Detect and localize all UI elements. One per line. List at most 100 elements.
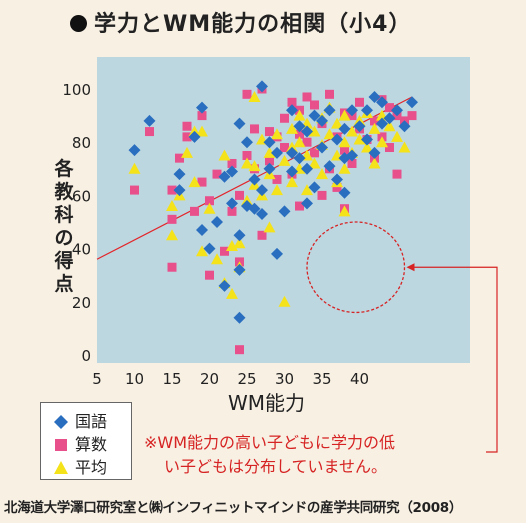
point-heikin [271,128,283,140]
point-kokugo [143,114,156,127]
legend-item-sansu: 算数 [53,431,107,455]
point-kokugo [316,114,328,127]
point-heikin [368,157,381,169]
point-heikin [338,162,351,174]
point-sansu [242,89,252,99]
point-kokugo [361,133,373,146]
point-sansu [257,230,267,240]
point-sansu [167,214,177,224]
point-heikin [196,245,208,257]
point-kokugo [406,96,418,109]
point-kokugo [301,197,313,210]
point-kokugo [271,247,283,260]
triangle-icon [54,461,68,474]
point-sansu [205,196,214,206]
point-sansu [197,177,207,187]
point-sansu [182,121,192,131]
point-heikin [376,136,388,148]
y-tick-label: 60 [72,187,91,205]
point-heikin [226,287,238,299]
point-kokugo [233,229,246,242]
x-tick-label: 40 [350,370,369,388]
point-sansu [355,97,364,107]
point-kokugo [308,109,321,122]
point-kokugo [368,146,381,159]
point-sansu [302,92,312,102]
point-kokugo [256,80,268,93]
point-heikin [203,202,216,214]
legend-item-kokugo: 国語 [53,408,107,432]
point-sansu [182,132,192,142]
point-heikin [278,295,291,307]
point-sansu [130,185,139,195]
y-tick-label: 0 [81,347,91,365]
point-kokugo [286,146,298,159]
point-sansu [347,158,357,168]
point-heikin [383,120,396,132]
point-sansu [392,169,402,179]
point-kokugo [286,165,298,178]
point-kokugo [256,208,268,221]
point-sansu [287,97,297,107]
point-heikin [361,141,373,153]
point-heikin [286,176,298,188]
x-tick-label: 30 [275,370,294,388]
point-heikin [196,125,208,137]
point-kokugo [211,216,223,228]
point-kokugo [346,104,358,117]
point-heikin [241,157,253,169]
point-sansu [280,113,289,123]
point-heikin [323,128,336,140]
point-kokugo [383,112,396,125]
point-kokugo [286,104,298,117]
point-kokugo [196,223,208,236]
annotation-note-line2: い子どもは分布していません。 [164,457,388,476]
point-sansu [235,190,244,200]
diamond-icon [54,415,68,429]
point-sansu [340,145,349,155]
point-heikin [188,176,201,188]
x-tick-label: 20 [200,370,219,388]
x-axis-label: WM能力 [228,391,306,415]
point-kokugo [256,184,268,197]
point-sansu [385,103,394,113]
y-tick-label: 20 [72,294,91,312]
point-sansu [265,127,274,137]
point-heikin [398,141,411,153]
point-kokugo [301,162,313,175]
point-kokugo [233,117,246,130]
point-kokugo [331,173,343,186]
y-tick-label: 80 [72,134,91,152]
point-kokugo [361,104,373,117]
point-sansu [205,270,214,280]
point-kokugo [263,136,276,149]
point-kokugo [196,101,208,114]
bullet-icon [70,15,87,32]
point-kokugo [241,136,253,149]
point-heikin [391,130,403,142]
y-axis-label: 各教科の得点 [54,158,74,295]
point-sansu [227,158,237,168]
point-heikin [368,122,381,134]
point-heikin [248,160,261,172]
arrowhead-icon [406,263,415,272]
point-sansu [190,206,199,216]
annotation-note: ※WM能力の高い子どもに学力の低 い子どもは分布していません。 [144,431,484,479]
point-kokugo [293,120,306,133]
point-heikin [338,136,351,148]
point-heikin [308,125,321,137]
point-heikin [286,122,298,134]
point-kokugo [248,202,261,215]
point-heikin [166,229,178,241]
point-kokugo [271,146,283,159]
annotation-note-line1: ※WM能力の高い子どもに学力の低 [144,433,396,452]
point-kokugo [301,125,313,138]
x-tick-label: 5 [92,370,102,388]
point-kokugo [248,173,261,186]
point-kokugo [323,160,336,173]
x-tick-label: 15 [162,370,181,388]
point-kokugo [233,263,246,276]
legend-label-kokugo: 国語 [75,412,108,431]
point-sansu [280,143,289,153]
